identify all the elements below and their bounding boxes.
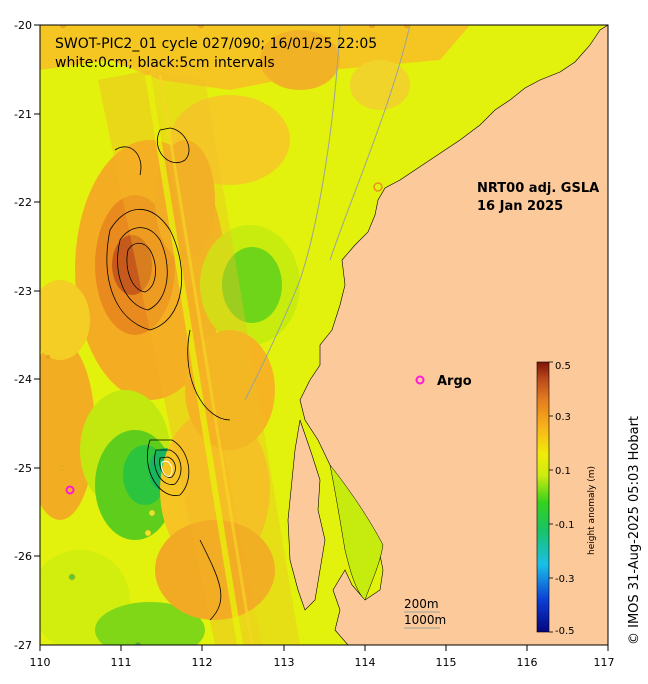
shelf-depth-contour	[244, 25, 341, 401]
shark-bay	[329, 464, 384, 601]
plot-frame	[39, 24, 609, 646]
colorbar-label: height anomaly (m)	[587, 466, 597, 555]
land-mass	[299, 25, 608, 645]
product-label: NRT00 adj. GSLA	[477, 181, 599, 196]
x-tick-label: 114	[355, 656, 376, 669]
x-tick-label: 112	[192, 656, 213, 669]
y-tick-label: -26	[14, 550, 32, 563]
colorbar-gradient	[536, 361, 550, 633]
peninsula	[287, 419, 326, 611]
x-tick-label: 116	[517, 656, 538, 669]
y-tick-label: -23	[14, 285, 32, 298]
colorbar-tick: -0.5	[555, 626, 575, 637]
anomaly-field	[40, 25, 470, 645]
colorbar-tick: 0.3	[555, 412, 571, 423]
y-tick-label: -21	[14, 108, 32, 121]
x-tick-label: 111	[111, 656, 132, 669]
product-date: 16 Jan 2025	[477, 199, 563, 214]
colorbar-tick: 0.1	[555, 466, 571, 477]
y-tick-label: -27	[14, 639, 32, 652]
swot-swath	[98, 70, 300, 645]
y-axis	[34, 24, 40, 557]
map-subtitle: white:0cm; black:5cm intervals	[55, 55, 275, 71]
credit-text: © IMOS 31-Aug-2025 05:03 Hobart	[627, 416, 642, 645]
x-tick-label: 113	[274, 656, 295, 669]
zero-contour	[161, 460, 173, 477]
colorbar-tick: -0.1	[555, 520, 575, 531]
argo-marker-icon	[415, 375, 425, 385]
argo-marker-icon	[65, 485, 75, 495]
x-tick-label: 117	[594, 656, 615, 669]
colorbar: 0.5 0.3 0.1 -0.1 -0.3 -0.5 height anomal…	[536, 361, 597, 637]
x-tick-label: 110	[30, 656, 51, 669]
plot-area	[40, 25, 608, 645]
map-title: SWOT-PIC2_01 cycle 027/090; 16/01/25 22:…	[55, 36, 377, 52]
colorbar-tick: 0.5	[555, 361, 571, 372]
y-tick-label: -25	[14, 462, 32, 475]
x-axis	[39, 645, 609, 651]
y-tick-label: -20	[14, 19, 32, 32]
track-dots	[45, 25, 411, 645]
depth-label-1000m: 1000m	[404, 613, 446, 627]
depth-label-200m: 200m	[404, 597, 439, 611]
shelf-depth-contour-2	[329, 25, 411, 261]
y-tick-label: -22	[14, 196, 32, 209]
x-tick-label: 115	[436, 656, 457, 669]
contour-lines	[106, 127, 231, 621]
colorbar-tick: -0.3	[555, 574, 575, 585]
y-tick-label: -24	[14, 373, 32, 386]
argo-label: Argo	[437, 374, 472, 389]
